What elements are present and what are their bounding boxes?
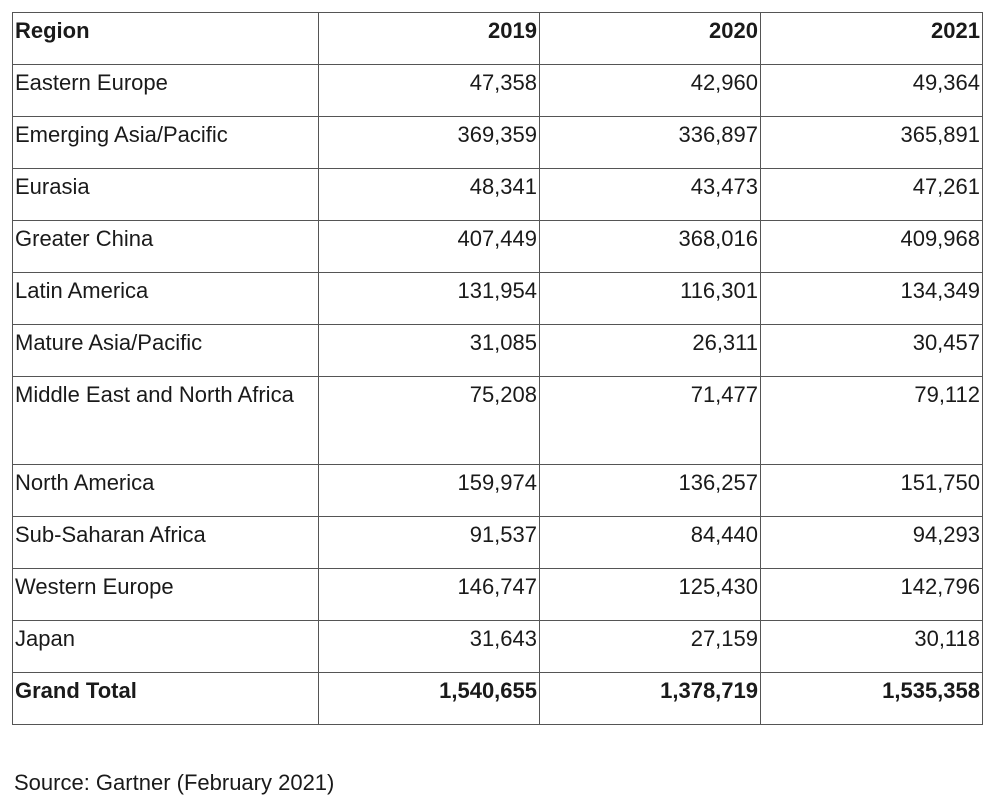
value-cell: 49,364 (760, 64, 983, 117)
value-cell: 48,341 (318, 168, 540, 221)
value-cell: 131,954 (318, 272, 540, 325)
table-header-row: Region 2019 2020 2021 (12, 12, 983, 65)
region-cell: Japan (12, 620, 319, 673)
grand-total-value: 1,535,358 (760, 672, 983, 725)
value-cell: 134,349 (760, 272, 983, 325)
region-spending-table: Region 2019 2020 2021 Eastern Europe 47,… (12, 12, 983, 725)
table-row: Japan 31,643 27,159 30,118 (12, 620, 983, 673)
region-cell: Mature Asia/Pacific (12, 324, 319, 377)
header-year: 2020 (539, 12, 761, 65)
value-cell: 91,537 (318, 516, 540, 569)
table-row: Middle East and North Africa 75,208 71,4… (12, 376, 983, 465)
value-cell: 75,208 (318, 376, 540, 465)
value-cell: 43,473 (539, 168, 761, 221)
region-cell: Middle East and North Africa (12, 376, 319, 465)
value-cell: 125,430 (539, 568, 761, 621)
region-cell: North America (12, 464, 319, 517)
data-table-container: Region 2019 2020 2021 Eastern Europe 47,… (12, 12, 983, 725)
grand-total-value: 1,378,719 (539, 672, 761, 725)
value-cell: 47,261 (760, 168, 983, 221)
header-year: 2019 (318, 12, 540, 65)
value-cell: 71,477 (539, 376, 761, 465)
table-row: North America 159,974 136,257 151,750 (12, 464, 983, 517)
header-region: Region (12, 12, 319, 65)
value-cell: 409,968 (760, 220, 983, 273)
value-cell: 42,960 (539, 64, 761, 117)
table-row: Western Europe 146,747 125,430 142,796 (12, 568, 983, 621)
value-cell: 94,293 (760, 516, 983, 569)
table-row: Eurasia 48,341 43,473 47,261 (12, 168, 983, 221)
value-cell: 365,891 (760, 116, 983, 169)
value-cell: 31,085 (318, 324, 540, 377)
table-row: Sub-Saharan Africa 91,537 84,440 94,293 (12, 516, 983, 569)
region-cell: Emerging Asia/Pacific (12, 116, 319, 169)
region-cell: Latin America (12, 272, 319, 325)
table-row: Eastern Europe 47,358 42,960 49,364 (12, 64, 983, 117)
table-row: Emerging Asia/Pacific 369,359 336,897 36… (12, 116, 983, 169)
value-cell: 79,112 (760, 376, 983, 465)
value-cell: 407,449 (318, 220, 540, 273)
value-cell: 369,359 (318, 116, 540, 169)
value-cell: 26,311 (539, 324, 761, 377)
region-cell: Eurasia (12, 168, 319, 221)
region-cell: Eastern Europe (12, 64, 319, 117)
value-cell: 27,159 (539, 620, 761, 673)
region-cell: Western Europe (12, 568, 319, 621)
value-cell: 31,643 (318, 620, 540, 673)
source-note: Source: Gartner (February 2021) (14, 770, 335, 795)
header-year: 2021 (760, 12, 983, 65)
value-cell: 136,257 (539, 464, 761, 517)
value-cell: 30,457 (760, 324, 983, 377)
value-cell: 151,750 (760, 464, 983, 517)
value-cell: 116,301 (539, 272, 761, 325)
grand-total-value: 1,540,655 (318, 672, 540, 725)
region-cell: Greater China (12, 220, 319, 273)
table-row: Latin America 131,954 116,301 134,349 (12, 272, 983, 325)
value-cell: 336,897 (539, 116, 761, 169)
grand-total-row: Grand Total 1,540,655 1,378,719 1,535,35… (12, 672, 983, 725)
value-cell: 159,974 (318, 464, 540, 517)
value-cell: 368,016 (539, 220, 761, 273)
value-cell: 146,747 (318, 568, 540, 621)
region-cell: Sub-Saharan Africa (12, 516, 319, 569)
value-cell: 84,440 (539, 516, 761, 569)
value-cell: 142,796 (760, 568, 983, 621)
table-row: Mature Asia/Pacific 31,085 26,311 30,457 (12, 324, 983, 377)
value-cell: 47,358 (318, 64, 540, 117)
table-row: Greater China 407,449 368,016 409,968 (12, 220, 983, 273)
grand-total-label: Grand Total (12, 672, 319, 725)
value-cell: 30,118 (760, 620, 983, 673)
